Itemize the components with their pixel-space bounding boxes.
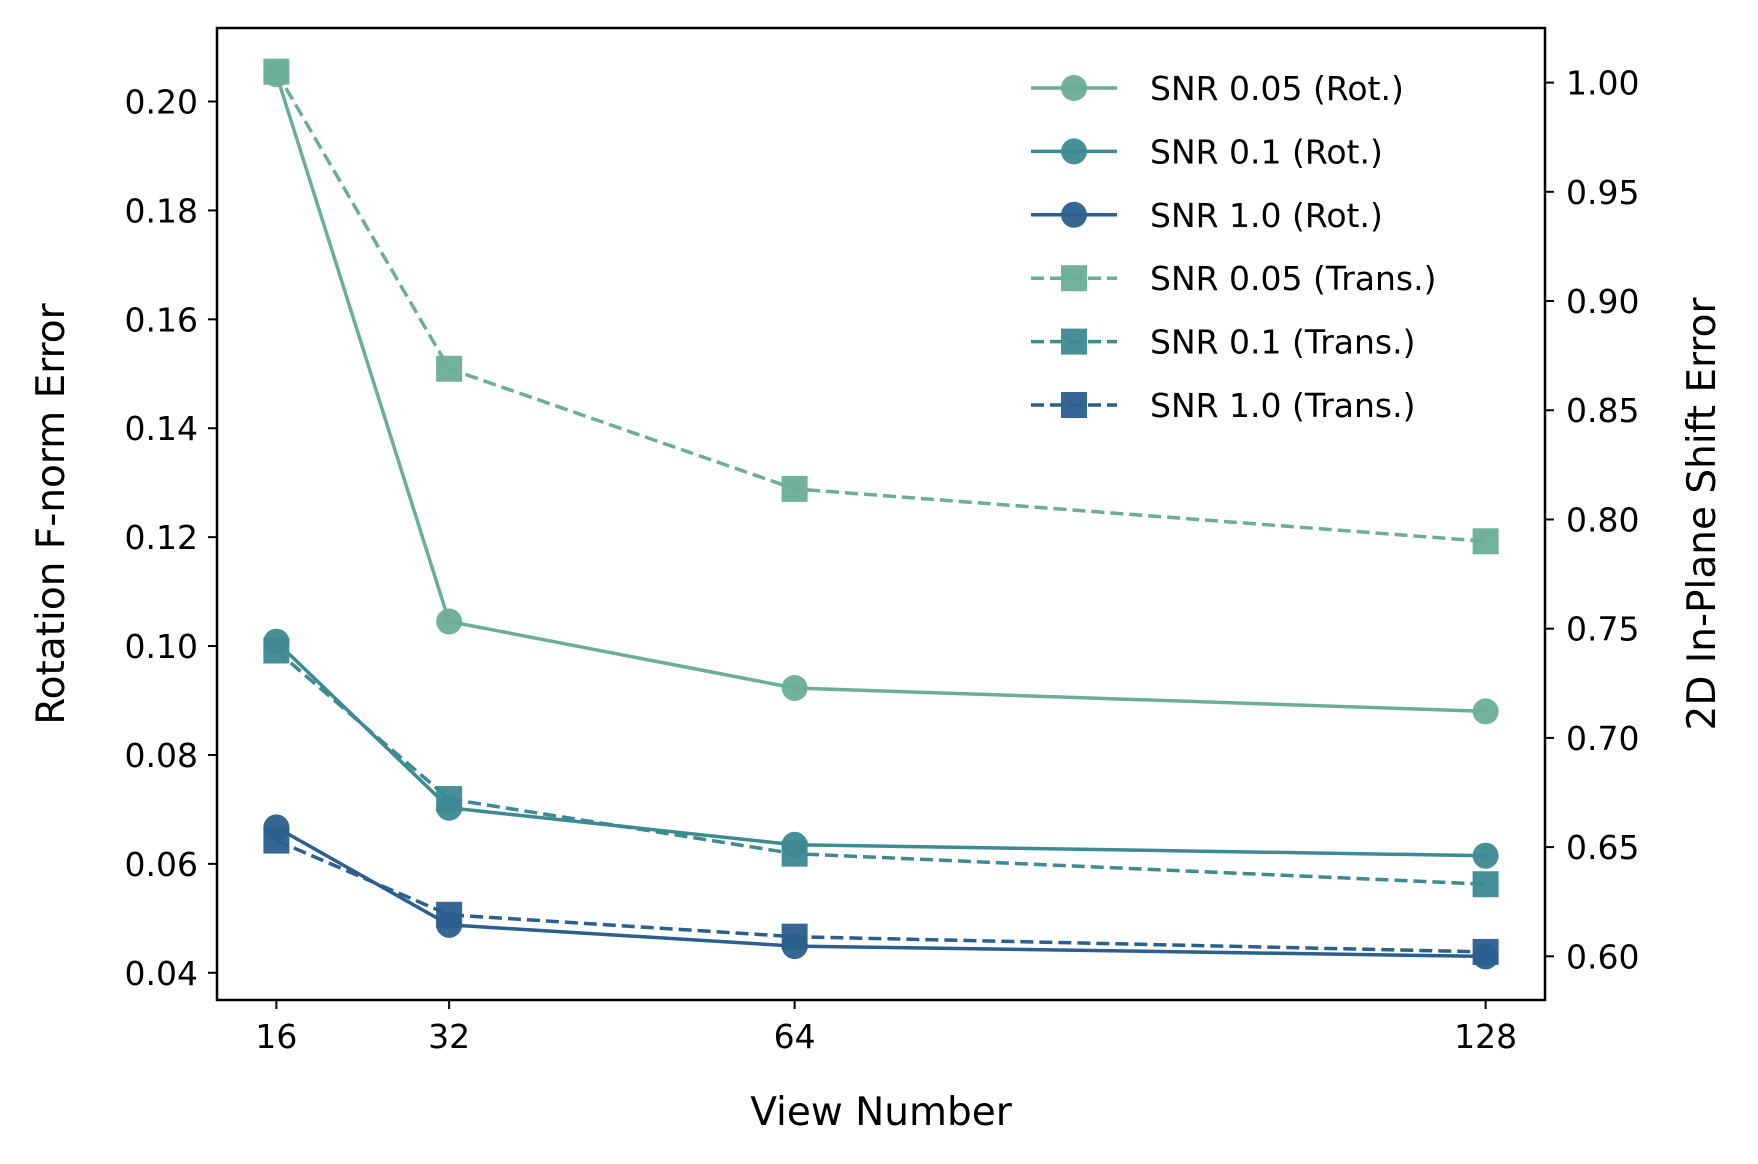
x-tick-label: 32 — [428, 1017, 470, 1056]
legend-marker-circle — [1061, 75, 1087, 101]
legend-label: SNR 0.05 (Trans.) — [1150, 259, 1436, 298]
series-line — [274, 73, 1486, 714]
left-tick-label: 0.16 — [125, 300, 198, 339]
series-layer — [263, 58, 1499, 970]
left-tick-label: 0.14 — [125, 409, 198, 448]
ticks-layer: 16 32 64 128 0.04 0.06 0.08 0.10 0.12 0.14 0.16 0.1… — [125, 64, 1640, 1056]
data-point-square — [263, 58, 290, 85]
left-tick-label: 0.06 — [125, 845, 198, 884]
left-tick-label: 0.18 — [125, 191, 198, 230]
data-point-square — [436, 355, 463, 382]
series-line — [274, 70, 1486, 544]
series-4 — [263, 58, 1499, 555]
data-point-circle — [781, 674, 808, 701]
legend-entry: SNR 0.1 (Rot.) — [1031, 132, 1383, 171]
x-tick-label: 128 — [1454, 1017, 1517, 1056]
legend-marker-square — [1061, 265, 1087, 292]
left-tick-label: 0.10 — [125, 627, 198, 666]
legend-marker-circle — [1061, 138, 1087, 165]
right-tick-label: 0.65 — [1566, 828, 1639, 867]
legend-entry: SNR 0.05 (Trans.) — [1031, 259, 1436, 298]
legend-label: SNR 0.1 (Trans.) — [1150, 323, 1415, 362]
right-tick-label: 0.60 — [1566, 937, 1639, 976]
legend: SNR 0.05 (Rot.) SNR 0.1 (Rot.) SNR 1.0 (Ro… — [1031, 69, 1436, 425]
data-point-square — [1472, 938, 1499, 965]
data-point-square — [781, 923, 808, 950]
right-tick-label: 0.85 — [1566, 391, 1639, 430]
x-tick-label: 64 — [774, 1017, 816, 1056]
data-point-square — [263, 827, 290, 854]
legend-label: SNR 0.05 (Rot.) — [1150, 69, 1404, 108]
x-axis-title: View Number — [750, 1090, 1013, 1135]
legend-entry: SNR 0.05 (Rot.) — [1031, 69, 1404, 108]
left-tick-label: 0.08 — [125, 736, 198, 775]
legend-marker-square — [1061, 328, 1087, 355]
legend-label: SNR 0.1 (Rot.) — [1150, 132, 1383, 171]
legend-entry: SNR 1.0 (Trans.) — [1031, 386, 1415, 425]
x-tick-label: 16 — [255, 1017, 297, 1056]
series-line — [275, 649, 1486, 886]
data-point-circle — [1472, 842, 1499, 869]
series-6 — [263, 827, 1499, 965]
data-point-square — [781, 475, 808, 502]
data-point-square — [1472, 528, 1499, 555]
series-5 — [263, 637, 1499, 898]
data-point-square — [263, 637, 290, 664]
right-tick-label: 0.90 — [1566, 282, 1639, 321]
data-point-circle — [436, 608, 463, 635]
legend-entry: SNR 1.0 (Rot.) — [1031, 196, 1383, 235]
legend-marker-square — [1061, 392, 1087, 418]
right-tick-label: 0.80 — [1566, 500, 1639, 539]
plot-frame — [215, 26, 1547, 1002]
legend-marker-circle — [1061, 201, 1087, 228]
left-tick-label: 0.20 — [125, 83, 198, 122]
right-axis-title: 2D In-Plane Shift Error — [1680, 297, 1725, 731]
right-tick-label: 0.95 — [1566, 173, 1639, 212]
legend-entry: SNR 0.1 (Trans.) — [1031, 323, 1415, 362]
right-tick-label: 0.70 — [1566, 719, 1639, 758]
series-line — [275, 838, 1486, 954]
data-point-square — [436, 901, 463, 928]
right-tick-label: 1.00 — [1566, 64, 1639, 103]
right-tick-label: 0.75 — [1566, 610, 1639, 649]
series-line — [275, 825, 1486, 959]
data-point-square — [1472, 871, 1499, 898]
left-axis-title: Rotation F-norm Error — [29, 302, 74, 724]
data-point-square — [436, 786, 463, 813]
left-tick-label: 0.12 — [125, 518, 198, 557]
legend-label: SNR 1.0 (Rot.) — [1150, 196, 1383, 235]
data-point-circle — [1472, 698, 1499, 725]
left-tick-label: 0.04 — [125, 954, 198, 993]
data-point-square — [781, 840, 808, 867]
legend-label: SNR 1.0 (Trans.) — [1150, 386, 1415, 425]
